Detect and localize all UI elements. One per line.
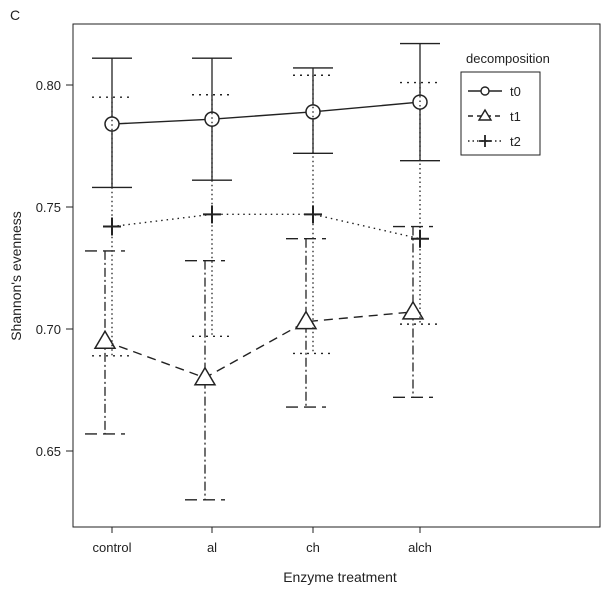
point-t2: [304, 205, 322, 224]
series-line-t2: [111, 213, 421, 240]
point-t2: [411, 229, 429, 248]
point-t0: [412, 94, 428, 110]
legend-marker-t1: [477, 108, 493, 121]
y-tick-label: 0.70: [36, 322, 61, 337]
series-t1: [85, 225, 433, 501]
point-t1: [193, 366, 217, 386]
series-t2: [92, 74, 440, 357]
point-t2: [103, 217, 121, 236]
x-tick-label: alch: [408, 540, 432, 555]
x-tick-label: ch: [306, 540, 320, 555]
legend-label-t2: t2: [510, 134, 521, 149]
series-line-t1: [104, 311, 414, 379]
point-t2: [203, 205, 221, 224]
series-line-t0: [111, 101, 421, 125]
panel-label: C: [10, 7, 20, 23]
x-tick-label: al: [207, 540, 217, 555]
point-t1: [401, 300, 425, 320]
plot-frame: [72, 23, 601, 528]
y-tick-label: 0.75: [36, 200, 61, 215]
legend-marker-t0: [480, 86, 490, 96]
x-tick-label: control: [92, 540, 131, 555]
point-t1: [294, 310, 318, 330]
x-axis-label: Enzyme treatment: [283, 569, 397, 585]
y-tick-label: 0.65: [36, 444, 61, 459]
y-tick-label: 0.80: [36, 78, 61, 93]
legend-marker-t2: [479, 135, 491, 147]
point-t0: [204, 111, 220, 127]
point-t1: [93, 329, 117, 349]
y-axis-label: Shannon's evenness: [8, 211, 24, 341]
point-t0: [104, 116, 120, 132]
legend-label-t0: t0: [510, 84, 521, 99]
legend-label-t1: t1: [510, 109, 521, 124]
legend-box: [460, 71, 541, 156]
series-t0: [92, 42, 440, 189]
legend-title: decomposition: [466, 51, 550, 66]
